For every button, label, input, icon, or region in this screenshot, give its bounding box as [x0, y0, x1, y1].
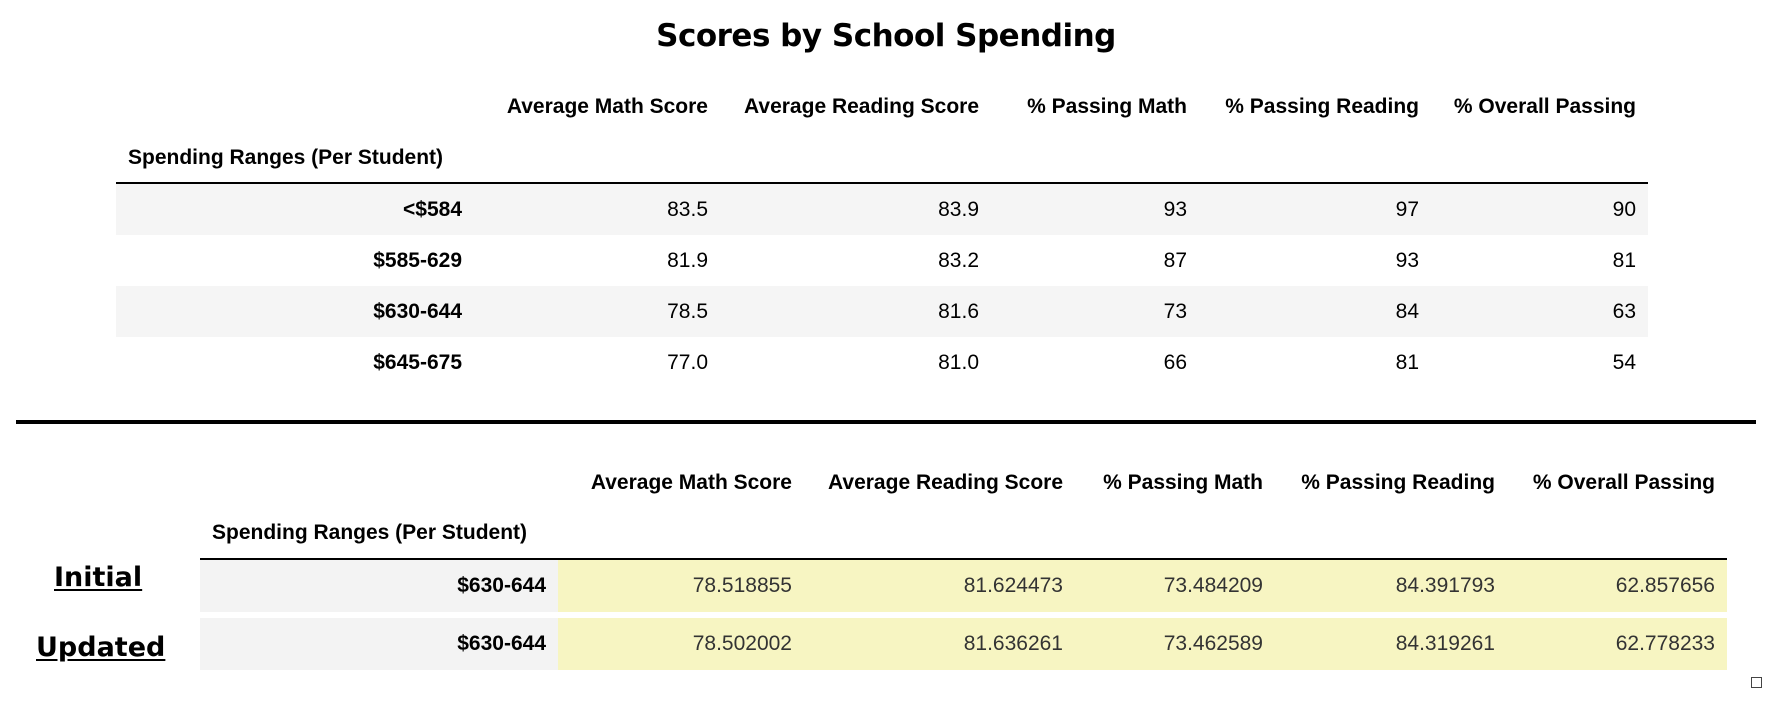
table-cell: 81.6 — [938, 299, 979, 323]
row-label: $585-629 — [373, 248, 462, 272]
column-header: % Passing Reading — [1225, 95, 1419, 118]
page-title: Scores by School Spending — [656, 18, 1116, 54]
column-header-row: Average Math Score Average Reading Score… — [116, 80, 1648, 134]
column-header-row: Average Math Score Average Reading Score… — [200, 458, 1727, 508]
table-cell: 73 — [1163, 299, 1187, 323]
table-cell: 83.9 — [938, 197, 979, 221]
column-header: Average Reading Score — [744, 95, 979, 118]
column-header: Average Reading Score — [828, 471, 1063, 494]
comparison-table: Average Math Score Average Reading Score… — [200, 458, 1727, 670]
highlighted-cell: 78.502002 — [558, 615, 804, 670]
highlighted-cell: 73.484209 — [1075, 559, 1275, 618]
highlighted-cell: 62.857656 — [1507, 559, 1727, 618]
row-label: $645-675 — [373, 350, 462, 374]
table-row-initial: $630-644 78.518855 81.624473 73.484209 8… — [200, 559, 1727, 618]
highlighted-cell: 81.624473 — [804, 559, 1075, 618]
table-row-updated: $630-644 78.502002 81.636261 73.462589 8… — [200, 615, 1727, 670]
table-cell: 63 — [1612, 299, 1636, 323]
highlighted-cell: 84.319261 — [1275, 615, 1507, 670]
highlighted-cell: 73.462589 — [1075, 615, 1275, 670]
updated-label: Updated — [36, 632, 166, 663]
table-row: $645-675 77.0 81.0 66 81 54 — [116, 337, 1648, 388]
table-cell: 78.5 — [667, 299, 708, 323]
column-header: % Passing Reading — [1301, 471, 1495, 494]
index-label: Spending Ranges (Per Student) — [200, 508, 558, 560]
column-header: Average Math Score — [590, 471, 792, 494]
table-cell: 93 — [1163, 197, 1187, 221]
highlighted-cell: 81.636261 — [804, 615, 1075, 670]
table-cell: 77.0 — [667, 350, 708, 374]
table-cell: 81.0 — [938, 350, 979, 374]
table-row: $630-644 78.5 81.6 73 84 63 — [116, 286, 1648, 337]
table-cell: 87 — [1163, 248, 1187, 272]
index-label: Spending Ranges (Per Student) — [116, 134, 474, 184]
column-header: Average Math Score — [506, 95, 708, 118]
table-cell: 97 — [1395, 197, 1419, 221]
table-cell: 66 — [1163, 350, 1187, 374]
column-header: % Passing Math — [1103, 471, 1263, 494]
table-cell: 83.5 — [667, 197, 708, 221]
column-header: % Overall Passing — [1453, 95, 1636, 118]
column-header: % Passing Math — [1027, 95, 1187, 118]
table-cell: 81.9 — [667, 248, 708, 272]
highlighted-cell: 62.778233 — [1507, 615, 1727, 670]
summary-table: Average Math Score Average Reading Score… — [116, 80, 1648, 388]
row-label: $630-644 — [200, 615, 558, 670]
initial-label: Initial — [54, 562, 143, 593]
row-label: $630-644 — [373, 299, 462, 323]
highlighted-cell: 84.391793 — [1275, 559, 1507, 618]
table-cell: 90 — [1612, 197, 1636, 221]
header-blank — [200, 458, 558, 508]
table-row: $585-629 81.9 83.2 87 93 81 — [116, 235, 1648, 286]
column-header: % Overall Passing — [1532, 471, 1715, 494]
table-cell: 93 — [1395, 248, 1419, 272]
table-cell: 83.2 — [938, 248, 979, 272]
table-cell: 81 — [1395, 350, 1419, 374]
resize-handle-icon[interactable] — [1751, 677, 1762, 688]
table-cell: 54 — [1612, 350, 1636, 374]
index-header-row: Spending Ranges (Per Student) — [116, 134, 1648, 184]
table-cell: 84 — [1395, 299, 1419, 323]
row-label: $630-644 — [200, 559, 558, 618]
highlighted-cell: 78.518855 — [558, 559, 804, 618]
row-label: <$584 — [403, 197, 462, 221]
section-divider — [16, 420, 1756, 424]
index-header-row: Spending Ranges (Per Student) — [200, 508, 1727, 560]
header-blank — [116, 80, 474, 134]
table-row: <$584 83.5 83.9 93 97 90 — [116, 183, 1648, 235]
table-cell: 81 — [1612, 248, 1636, 272]
